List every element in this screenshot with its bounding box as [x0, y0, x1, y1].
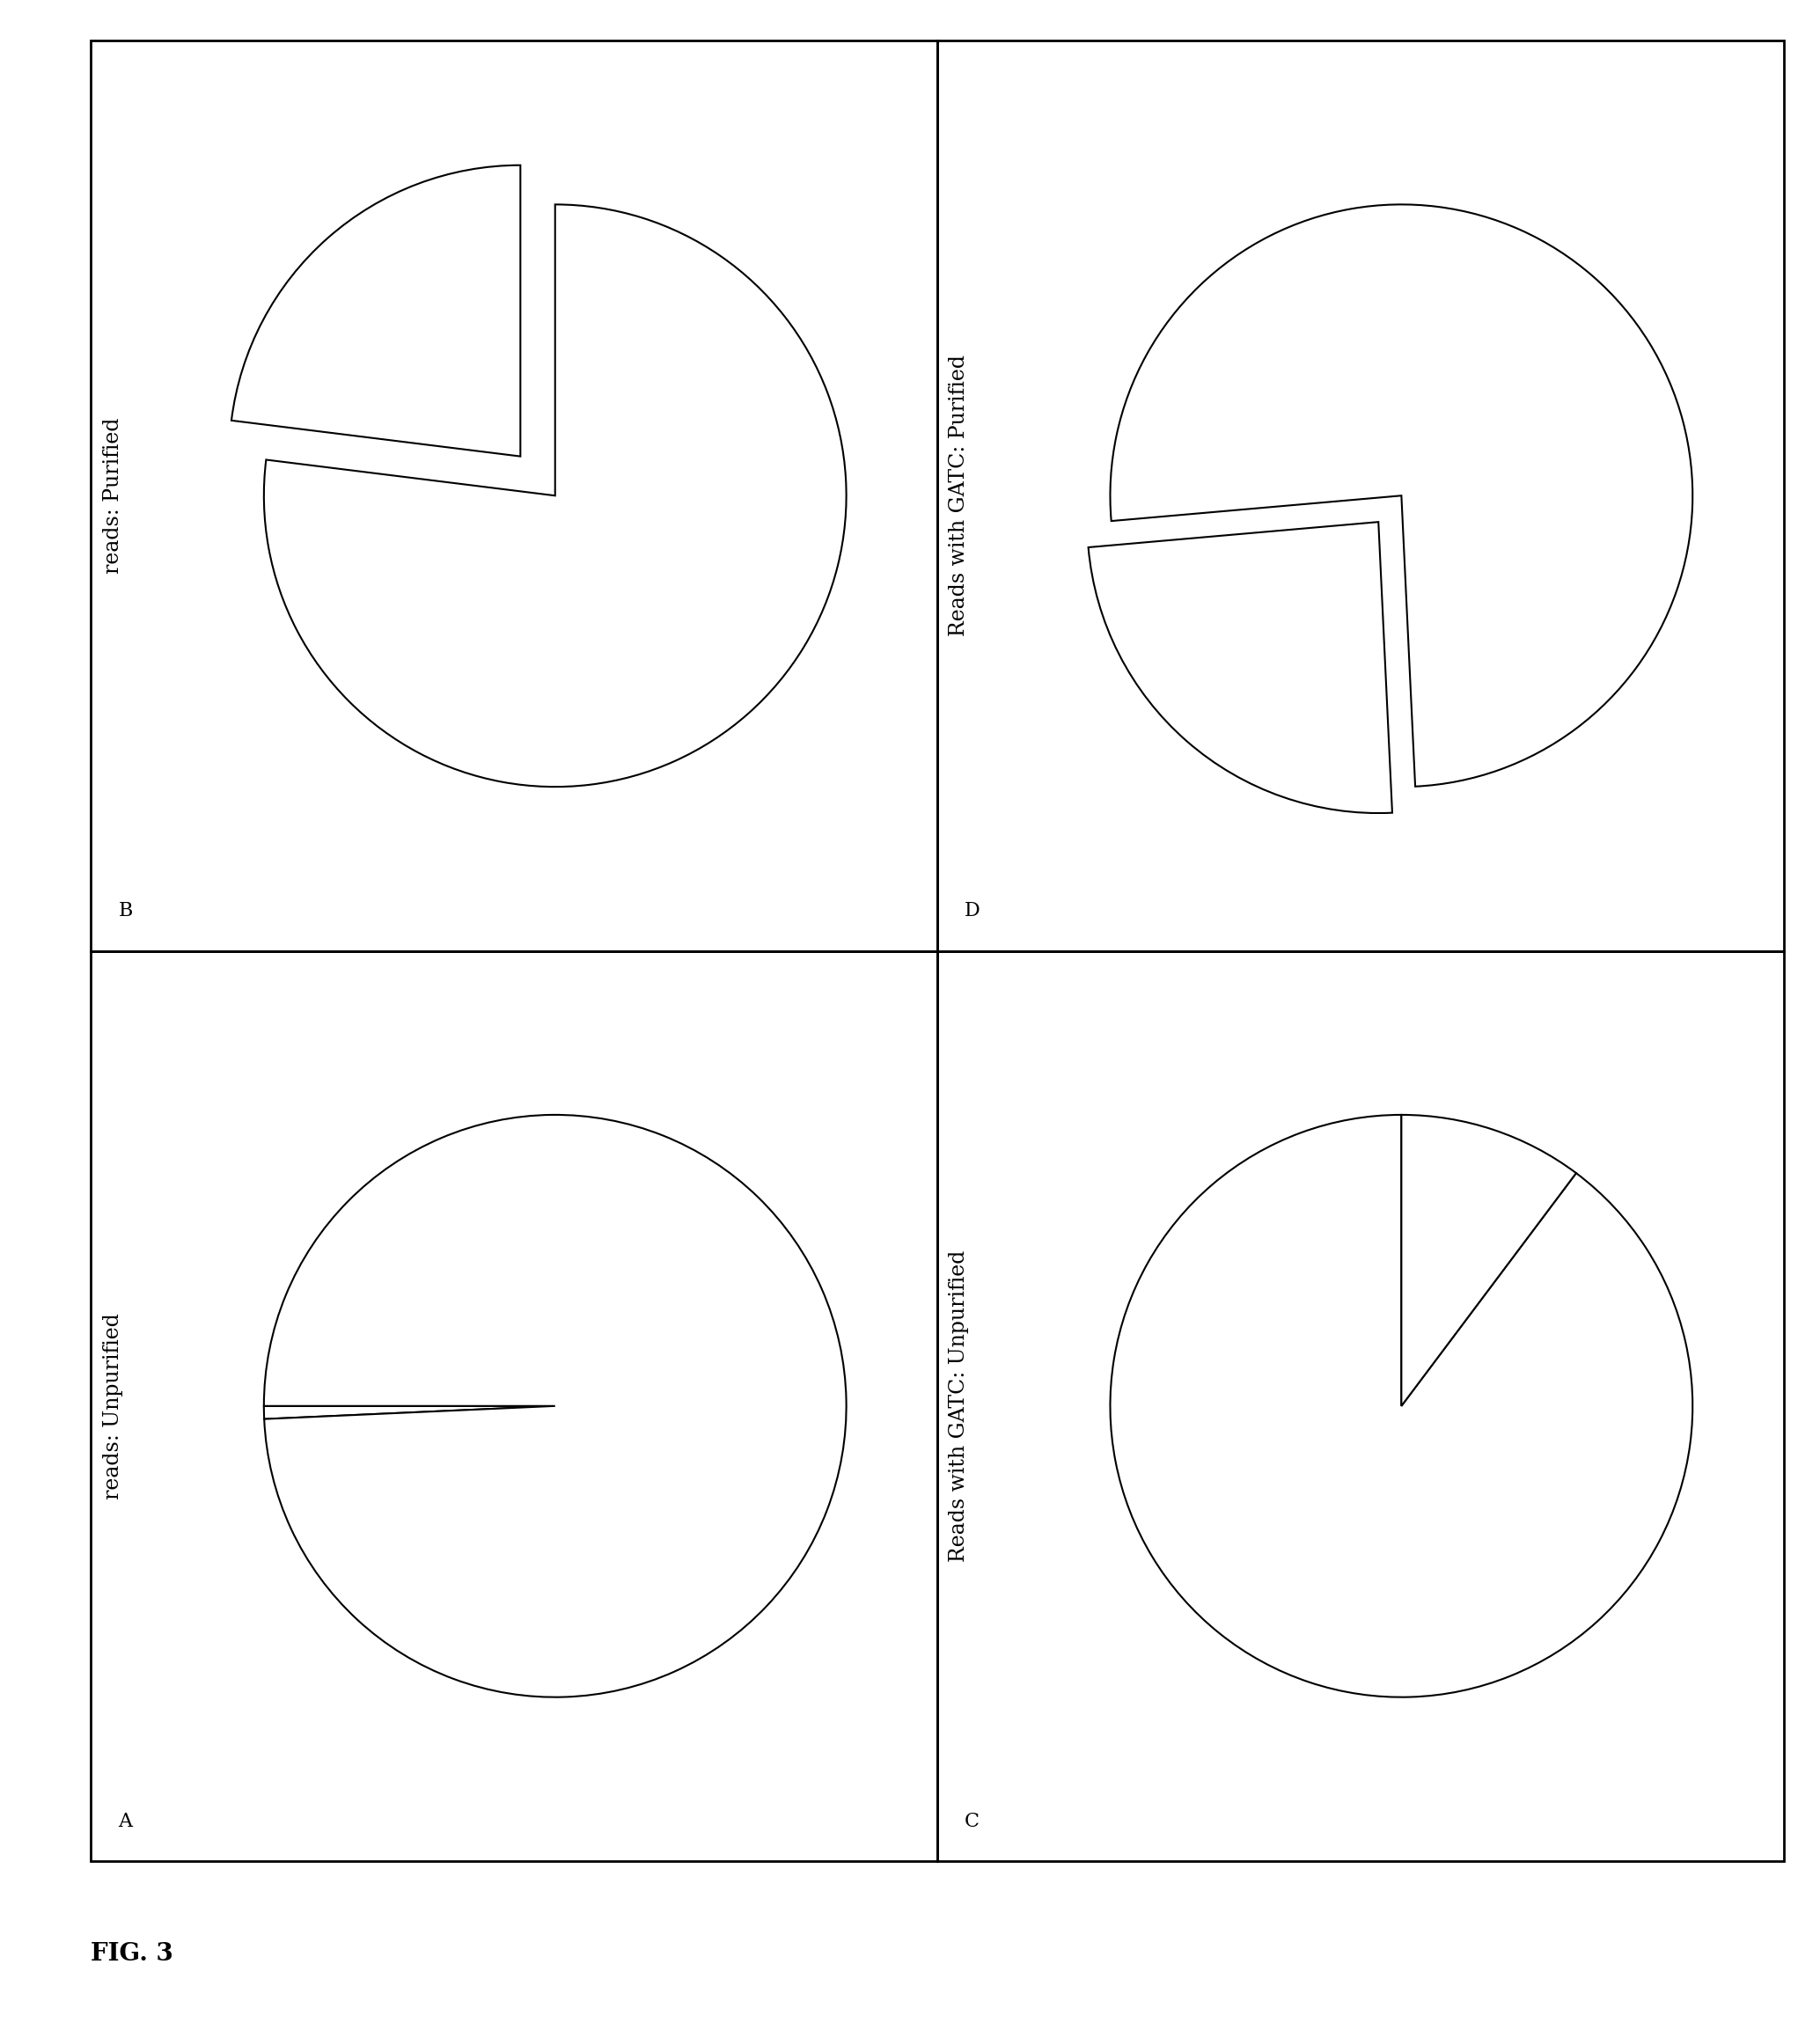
Wedge shape: [231, 166, 521, 457]
Text: reads: Purified: reads: Purified: [102, 417, 124, 575]
Text: A: A: [118, 1811, 133, 1831]
Text: C: C: [965, 1811, 979, 1831]
Wedge shape: [1401, 1115, 1576, 1406]
Text: B: B: [118, 900, 133, 920]
Text: Reads with GATC: Unpurified: Reads with GATC: Unpurified: [948, 1250, 970, 1562]
Wedge shape: [264, 1115, 846, 1697]
Wedge shape: [1110, 204, 1693, 787]
Text: D: D: [965, 900, 981, 920]
Wedge shape: [1088, 522, 1392, 813]
Text: Reads with GATC: Purified: Reads with GATC: Purified: [948, 354, 970, 637]
Wedge shape: [264, 204, 846, 787]
Text: reads: Unpurified: reads: Unpurified: [102, 1313, 124, 1499]
Wedge shape: [1110, 1115, 1693, 1697]
Wedge shape: [264, 1406, 555, 1418]
Text: FIG. 3: FIG. 3: [91, 1942, 173, 1966]
